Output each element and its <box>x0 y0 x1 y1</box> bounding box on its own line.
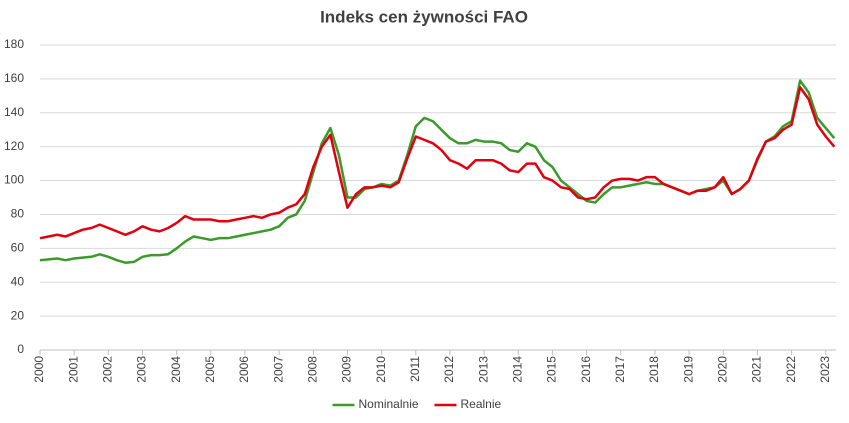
x-tick-label: 2011 <box>408 356 422 382</box>
x-tick-label: 2017 <box>613 356 627 383</box>
y-tick-label: 40 <box>11 274 25 288</box>
x-tick-label: 2003 <box>135 356 149 383</box>
x-tick-label: 2009 <box>340 356 354 383</box>
x-tick-label: 2018 <box>647 356 661 383</box>
x-tick-label: 2010 <box>374 356 388 383</box>
legend-label: Realnie <box>461 397 502 411</box>
y-tick-label: 0 <box>17 342 24 356</box>
y-tick-label: 80 <box>11 207 25 221</box>
x-tick-label: 2013 <box>476 356 490 383</box>
series-line <box>39 86 836 240</box>
x-tick-label: 2008 <box>305 356 319 383</box>
x-tick-label: 2020 <box>715 356 729 383</box>
x-tick-label: 2001 <box>66 356 80 383</box>
x-tick-label: 2021 <box>750 356 764 383</box>
y-tick-label: 140 <box>4 105 24 119</box>
x-tick-label: 2015 <box>545 356 559 383</box>
x-tick-label: 2007 <box>271 356 285 383</box>
x-tick-label: 2023 <box>818 356 832 383</box>
x-tick-label: 2000 <box>32 356 46 383</box>
y-tick-label: 20 <box>11 308 25 322</box>
x-tick-label: 2014 <box>510 356 524 383</box>
y-tick-label: 100 <box>4 173 24 187</box>
series-line <box>39 79 836 264</box>
y-tick-label: 160 <box>4 71 24 85</box>
y-tick-label: 120 <box>4 139 24 153</box>
x-tick-label: 2016 <box>579 356 593 383</box>
y-tick-label: 180 <box>4 37 24 51</box>
x-tick-label: 2004 <box>169 356 183 383</box>
x-tick-label: 2006 <box>237 356 251 383</box>
legend-label: Nominalnie <box>359 397 419 411</box>
y-tick-label: 60 <box>11 241 25 255</box>
chart-title: Indeks cen żywności FAO <box>320 7 528 26</box>
x-tick-label: 2002 <box>100 356 114 383</box>
x-tick-label: 2012 <box>442 356 456 383</box>
x-tick-label: 2005 <box>203 356 217 383</box>
x-tick-label: 2022 <box>784 356 798 383</box>
x-tick-label: 2019 <box>681 356 695 383</box>
